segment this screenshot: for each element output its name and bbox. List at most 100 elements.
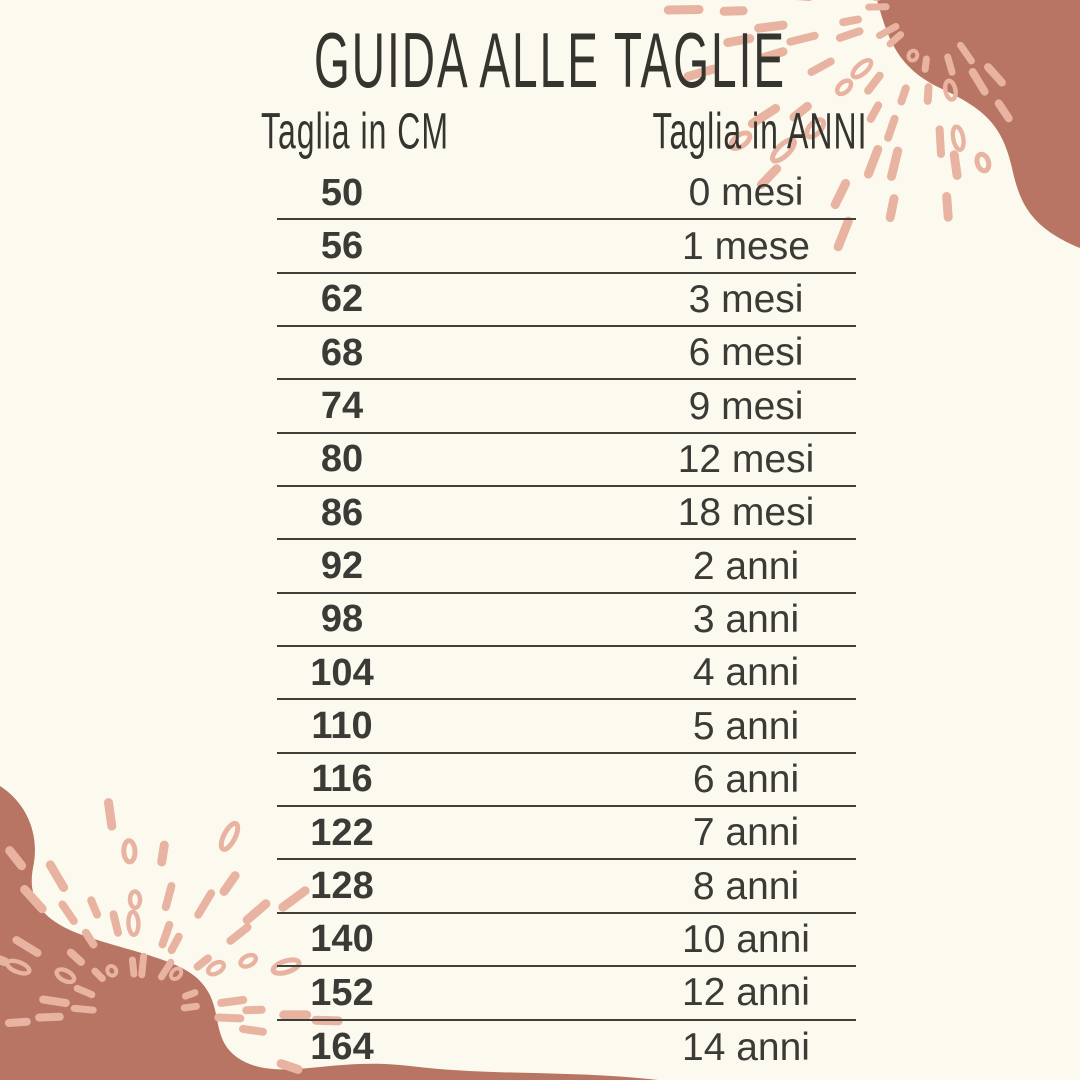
seed-dash bbox=[58, 900, 78, 925]
seed-dash bbox=[886, 31, 905, 48]
seed-dash bbox=[226, 923, 252, 945]
age-value: 6 anni bbox=[692, 757, 800, 801]
table-row: 92 2 anni bbox=[277, 540, 856, 594]
seed-dash bbox=[786, 31, 819, 46]
seed-dash bbox=[91, 967, 106, 982]
cm-value: 152 bbox=[310, 971, 374, 1014]
cm-value: 50 bbox=[320, 171, 364, 214]
seed-dash bbox=[4, 1017, 31, 1027]
table-row: 62 3 mesi bbox=[277, 274, 856, 328]
seed-dash bbox=[935, 125, 945, 158]
seed-dash bbox=[158, 958, 175, 981]
age-value: 12 mesi bbox=[677, 437, 815, 481]
seed-dash bbox=[834, 78, 854, 97]
seed-dash bbox=[168, 966, 184, 982]
seed-dash bbox=[182, 989, 199, 1000]
age-value: 5 anni bbox=[692, 704, 800, 748]
seed-dash bbox=[66, 948, 85, 966]
table-row: 116 6 anni bbox=[277, 754, 856, 808]
seed-dash bbox=[994, 99, 1013, 123]
seed-dash bbox=[70, 1004, 97, 1014]
corner-blob-top-right bbox=[877, 0, 1080, 248]
seed-dash bbox=[242, 1005, 266, 1015]
seed-dash bbox=[957, 41, 975, 65]
cm-value: 86 bbox=[320, 491, 364, 534]
seed-dash bbox=[167, 932, 183, 955]
seed-dash bbox=[887, 146, 903, 181]
age-value: 10 anni bbox=[682, 917, 810, 961]
seed-dash bbox=[138, 952, 148, 979]
seed-dash bbox=[39, 995, 70, 1007]
seed-dash bbox=[876, 23, 900, 39]
seed-dash bbox=[218, 820, 241, 852]
table-row: 140 10 anni bbox=[277, 914, 856, 968]
seed-dash bbox=[0, 955, 9, 967]
seed-dash bbox=[238, 952, 259, 969]
cm-value: 56 bbox=[320, 225, 364, 268]
seed-dash bbox=[949, 150, 962, 180]
seed-dash bbox=[109, 910, 122, 937]
table-row: 122 7 anni bbox=[277, 807, 856, 861]
cm-value: 80 bbox=[320, 438, 364, 481]
age-value: 14 anni bbox=[682, 1025, 810, 1069]
cm-value: 140 bbox=[310, 918, 374, 961]
table-row: 152 12 anni bbox=[277, 967, 856, 1021]
seed-dash bbox=[161, 882, 176, 912]
seed-dash bbox=[942, 78, 958, 102]
table-row: 164 14 anni bbox=[277, 1021, 856, 1074]
cm-value: 98 bbox=[320, 598, 364, 641]
seed-dash bbox=[205, 959, 227, 977]
age-value: 4 anni bbox=[692, 651, 800, 695]
seed-dash bbox=[719, 6, 748, 16]
age-value: 6 mesi bbox=[688, 331, 804, 375]
seed-dash bbox=[105, 964, 119, 978]
age-value: 8 anni bbox=[692, 864, 800, 908]
seed-dash bbox=[73, 984, 96, 999]
age-value: 3 mesi bbox=[688, 277, 804, 321]
seed-dash bbox=[217, 996, 248, 1007]
seed-dash bbox=[950, 124, 966, 152]
age-value: 1 mese bbox=[682, 224, 810, 268]
seed-dash bbox=[906, 48, 920, 63]
seed-dash bbox=[968, 68, 989, 96]
seed-dash bbox=[942, 192, 953, 222]
seed-dash bbox=[180, 1002, 200, 1012]
cm-value: 122 bbox=[310, 811, 374, 854]
cm-value: 164 bbox=[310, 1026, 374, 1069]
cm-value: 68 bbox=[320, 331, 364, 374]
table-row: 56 1 mese bbox=[277, 220, 856, 274]
table-row: 80 12 mesi bbox=[277, 434, 856, 488]
cm-value: 104 bbox=[310, 651, 374, 694]
seed-dash bbox=[663, 5, 704, 15]
column-header-cm: Taglia in CM bbox=[260, 102, 450, 160]
seed-dash bbox=[5, 846, 27, 871]
cm-value: 92 bbox=[320, 545, 364, 588]
seed-dash bbox=[157, 840, 169, 867]
seed-dash bbox=[12, 936, 42, 957]
seed-dash bbox=[128, 956, 138, 978]
seed-dash bbox=[219, 871, 240, 896]
age-value: 3 anni bbox=[692, 597, 800, 641]
cm-value: 128 bbox=[310, 865, 374, 908]
seed-dash bbox=[807, 57, 835, 76]
seed-dash bbox=[126, 909, 141, 937]
seed-dash bbox=[850, 58, 874, 80]
seed-dash bbox=[45, 860, 69, 892]
cm-value: 110 bbox=[311, 705, 373, 748]
seed-dash bbox=[921, 55, 930, 73]
table-row: 98 3 anni bbox=[277, 594, 856, 648]
cm-value: 74 bbox=[320, 385, 364, 428]
seed-dash bbox=[839, 15, 862, 27]
seed-dash bbox=[866, 101, 883, 123]
seed-dash bbox=[239, 1024, 267, 1036]
seed-dash bbox=[121, 838, 138, 865]
seed-dash bbox=[104, 798, 117, 831]
table-row: 68 6 mesi bbox=[277, 327, 856, 381]
seed-dash bbox=[87, 896, 102, 919]
seed-dash bbox=[885, 194, 899, 222]
seed-dash bbox=[923, 83, 933, 105]
table-row: 86 18 mesi bbox=[277, 487, 856, 541]
table-row: 128 8 anni bbox=[277, 860, 856, 914]
seed-dash bbox=[214, 1013, 245, 1023]
